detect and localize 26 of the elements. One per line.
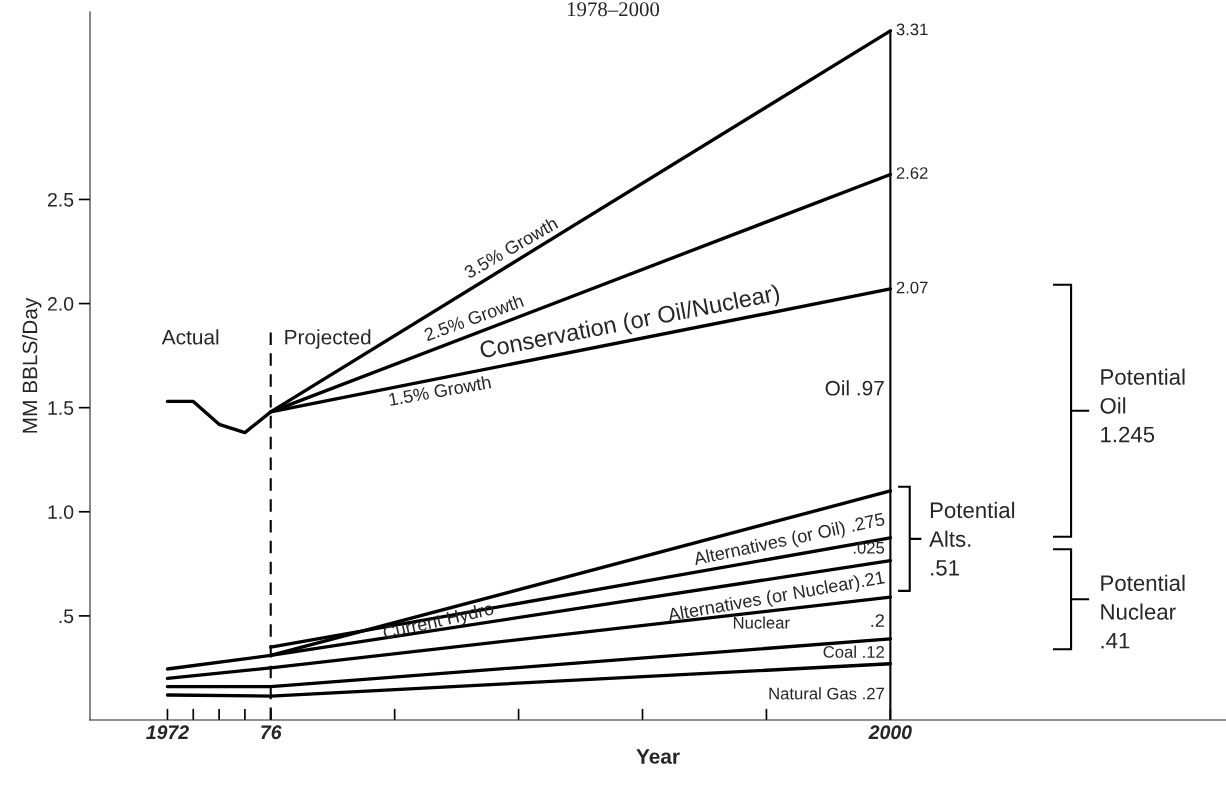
y-tick-label: 2.5 <box>47 192 74 207</box>
x-tick-label: 1972 <box>146 725 189 740</box>
x-tick-label: 2000 <box>868 725 912 740</box>
annotation: .025 <box>853 541 885 554</box>
annotation: Coal .12 <box>823 645 884 658</box>
annotation: Potential Oil 1.245 <box>1100 368 1185 443</box>
x-tick-label: 76 <box>261 725 282 740</box>
annotation: 2.62 <box>896 167 928 179</box>
y-tick-label: 2.0 <box>47 297 74 311</box>
annotation: Natural Gas .27 <box>769 687 884 700</box>
y-tick-label: 1.0 <box>48 505 74 520</box>
annotation: Actual <box>161 329 219 345</box>
x-axis-title: Year <box>636 749 680 764</box>
annotation: 2.07 <box>896 281 928 294</box>
annotation: Potential Alts. .51 <box>929 501 1015 576</box>
annotation: Projected <box>285 329 371 349</box>
chart-title: 1978–2000 <box>567 2 660 17</box>
y-tick-label: .5 <box>59 609 74 624</box>
annotation: Potential Nuclear .41 <box>1101 574 1185 649</box>
y-axis-title: MM BBLS/Day <box>22 297 42 433</box>
y-tick-label: 1.5 <box>48 401 74 415</box>
annotation: 3.31 <box>896 23 928 36</box>
annotation: .2 <box>871 614 884 627</box>
annotation: Oil .97 <box>825 380 884 396</box>
annotation: 1.5% Growth <box>388 375 492 406</box>
annotation: Current Hydro <box>382 601 495 643</box>
